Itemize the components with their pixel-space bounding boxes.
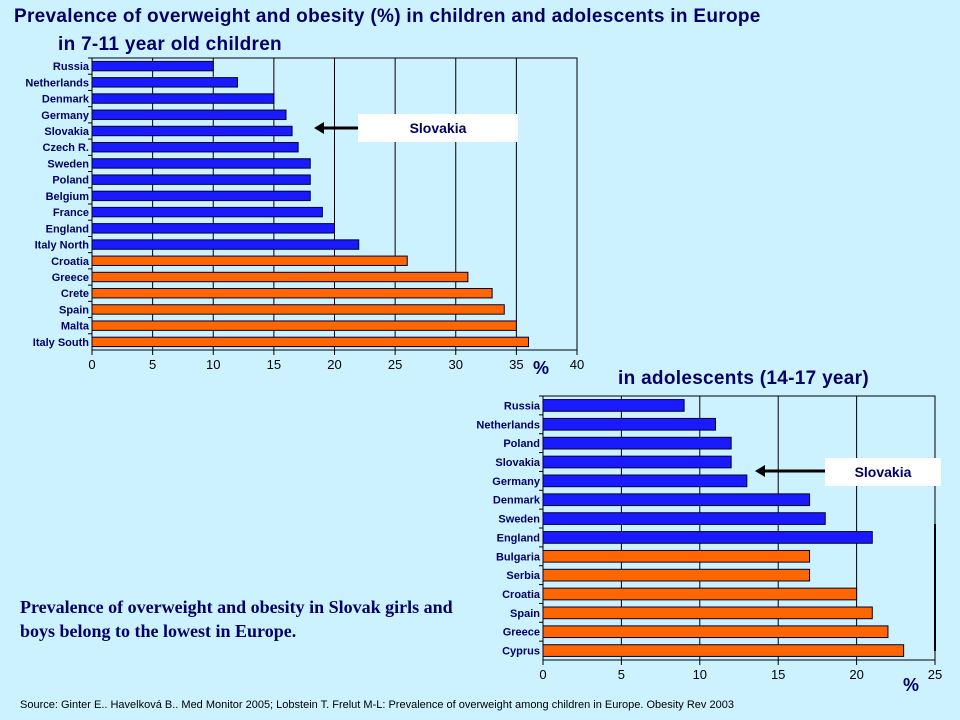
bar-bulgaria [542, 549, 811, 563]
category-label: Croatia [51, 256, 90, 268]
x-tick-label: 25 [928, 667, 942, 682]
x-tick-label: 40 [570, 357, 584, 372]
category-label: Italy South [33, 337, 90, 349]
adolescents-chart: 0 5 10 15 20 25 Russia Netherlands Poland Slovaki… [476, 395, 942, 695]
category-label: Croatia [502, 589, 541, 601]
category-label: France [53, 207, 89, 219]
bar-slovakia [91, 125, 293, 137]
x-tick-label: 10 [693, 667, 707, 682]
x-tick-label: 35 [509, 357, 523, 372]
bar-sweden [542, 512, 826, 525]
bar-germany [542, 474, 748, 488]
children-chart: 0 5 10 15 20 25 30 35 40 Russia Netherlands Denmark… [25, 57, 584, 378]
bar-russia [542, 399, 685, 412]
category-label: Cyprus [502, 646, 540, 658]
category-label: Sweden [47, 158, 89, 170]
conclusion-note: Prevalence of overweight and obesity in … [20, 597, 453, 641]
bar-cyprus [542, 644, 905, 657]
x-tick-label: 20 [849, 667, 863, 682]
bar-germany [91, 109, 287, 120]
bar-belgium [91, 190, 311, 202]
category-label: Spain [59, 304, 89, 316]
category-label: Russia [53, 61, 90, 73]
bar-russia [91, 60, 214, 72]
category-label: Greece [503, 627, 540, 639]
bar-italy-north [91, 239, 360, 250]
x-tick-label: 10 [206, 357, 220, 372]
bar-czech-r- [91, 142, 299, 153]
bar-poland [542, 436, 732, 450]
bar-england [542, 531, 873, 544]
source-citation: Source: Ginter E.. Havelková B.. Med Mon… [20, 699, 734, 711]
category-label: Poland [52, 175, 89, 187]
bar-malta [91, 320, 517, 331]
bar-sweden [91, 158, 311, 169]
x-tick-label: 0 [539, 667, 546, 682]
category-label: England [497, 532, 540, 544]
bar-greece [91, 271, 469, 283]
category-label: Germany [41, 110, 90, 122]
category-label: Slovakia [495, 457, 541, 469]
category-label: Slovakia [44, 126, 90, 138]
category-label: Malta [61, 321, 90, 333]
slovakia-callout-adolescents: Slovakia [825, 458, 941, 486]
category-label: Italy North [35, 240, 90, 252]
bar-denmark [91, 93, 275, 104]
plot-frame [542, 395, 936, 661]
bar-england [91, 223, 335, 234]
bar-serbia [542, 568, 811, 582]
x-tick-label: 5 [618, 667, 625, 682]
category-label: Crete [61, 288, 89, 300]
category-label: Denmark [493, 495, 541, 507]
bar-crete [91, 288, 493, 299]
category-label: England [46, 223, 89, 235]
bar-denmark [542, 493, 811, 507]
x-axis-unit-label: % [903, 675, 919, 695]
bar-spain [542, 606, 873, 620]
bar-france [91, 206, 323, 218]
x-tick-label: 0 [88, 357, 95, 372]
category-label: Germany [492, 476, 541, 488]
adolescents-subtitle: in adolescents (14-17 year) [618, 368, 869, 389]
callout-arrow-adolescents [755, 465, 825, 477]
bar-greece [542, 625, 889, 639]
category-label: Belgium [46, 191, 90, 203]
x-tick-label: 5 [149, 357, 156, 372]
x-tick-label: 25 [388, 357, 402, 372]
bar-netherlands [542, 417, 716, 431]
bar-netherlands [91, 77, 238, 88]
category-label: Netherlands [25, 77, 89, 89]
x-tick-label: 15 [771, 667, 785, 682]
category-label: Bulgaria [496, 551, 541, 563]
slovakia-callout-children: Slovakia [358, 114, 518, 142]
category-label: Russia [504, 400, 541, 412]
bar-croatia [91, 255, 408, 266]
main-title: Prevalence of overweight and obesity (%)… [14, 6, 761, 27]
category-label: Sweden [498, 514, 540, 526]
bar-italy-south [91, 336, 529, 348]
callout-arrow-children [314, 122, 358, 134]
category-label: Czech R. [43, 142, 89, 154]
category-label: Poland [503, 438, 540, 450]
x-tick-label: 20 [327, 357, 341, 372]
category-label: Denmark [42, 94, 90, 106]
x-tick-label: 15 [267, 357, 281, 372]
category-label: Netherlands [476, 419, 540, 431]
x-tick-label: 30 [449, 357, 463, 372]
bar-poland [91, 174, 311, 185]
category-label: Spain [510, 608, 540, 620]
category-label: Greece [52, 272, 89, 284]
category-label: Serbia [506, 570, 541, 582]
bar-spain [91, 304, 505, 315]
children-subtitle: in 7-11 year old children [58, 34, 282, 55]
x-axis-unit-label: % [533, 358, 549, 378]
bar-croatia [542, 587, 858, 601]
bar-slovakia [542, 455, 732, 469]
